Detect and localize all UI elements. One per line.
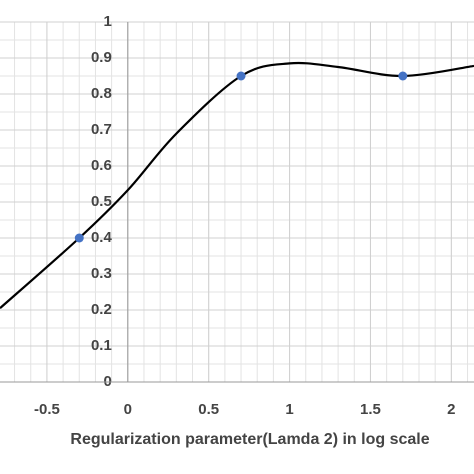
y-tick-label: 0.8	[91, 85, 112, 102]
x-tick-label: 2	[447, 401, 455, 418]
x-tick-label: 0	[124, 401, 132, 418]
y-tick-label: 0.2	[91, 301, 112, 318]
curve	[0, 61, 474, 310]
y-tick-label: 0.9	[91, 49, 112, 66]
y-tick-label: 0.5	[91, 193, 112, 210]
y-tick-label: 0.7	[91, 121, 112, 138]
y-tick-label: 0.3	[91, 265, 112, 282]
y-tick-label: 1	[103, 13, 111, 30]
x-tick-label: -0.5	[34, 401, 60, 418]
data-point	[398, 71, 408, 81]
data-point	[74, 233, 84, 243]
data-point	[236, 71, 246, 81]
y-tick-label: 0.1	[91, 337, 112, 354]
x-tick-label: 1	[285, 401, 293, 418]
x-tick-label: 1.5	[360, 401, 381, 418]
x-tick-label: 0.5	[198, 401, 219, 418]
x-axis-title: Regularization parameter(Lamda 2) in log…	[70, 431, 429, 448]
y-tick-label: 0.6	[91, 157, 112, 174]
y-tick-label: 0.4	[91, 229, 113, 246]
y-tick-label: 0	[103, 373, 111, 390]
